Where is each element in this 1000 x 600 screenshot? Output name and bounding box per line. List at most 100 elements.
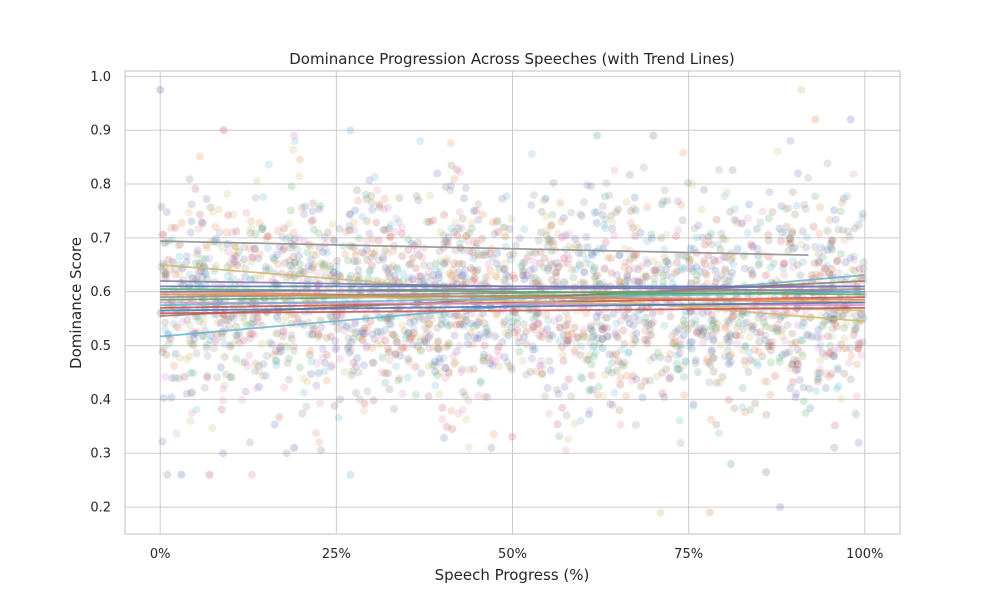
scatter-point — [666, 349, 675, 358]
scatter-point — [668, 279, 677, 288]
scatter-point — [195, 152, 204, 161]
scatter-point — [169, 319, 178, 328]
scatter-point — [248, 253, 257, 262]
scatter-point — [578, 374, 587, 383]
scatter-point — [217, 363, 225, 372]
scatter-point — [810, 259, 819, 268]
scatter-point — [247, 258, 256, 267]
scatter-point — [355, 234, 363, 243]
scatter-point — [484, 259, 493, 268]
scatter-point — [437, 319, 446, 328]
scatter-point — [392, 362, 401, 371]
scatter-point — [432, 259, 440, 268]
scatter-point — [420, 336, 429, 345]
scatter-point — [553, 420, 562, 429]
scatter-point — [592, 318, 601, 327]
scatter-point — [203, 340, 212, 349]
scatter-point — [560, 382, 569, 391]
scatter-point — [320, 233, 329, 242]
scatter-point — [635, 278, 644, 286]
scatter-point — [559, 254, 568, 263]
scatter-point — [240, 317, 249, 326]
scatter-point — [416, 137, 425, 145]
scatter-point — [629, 224, 637, 233]
scatter-point — [674, 226, 683, 234]
scatter-point — [315, 243, 324, 252]
scatter-point — [598, 334, 607, 343]
scatter-point — [607, 368, 616, 377]
scatter-point — [229, 274, 238, 283]
scatter-point — [469, 206, 478, 215]
scatter-point — [724, 346, 732, 355]
scatter-point — [725, 329, 734, 338]
scatter-point — [647, 230, 656, 239]
scatter-point — [536, 259, 544, 268]
scatter-point — [662, 257, 671, 266]
scatter-point — [531, 345, 540, 354]
scatter-point — [788, 188, 797, 197]
scatter-point — [743, 229, 752, 237]
scatter-point — [780, 259, 789, 268]
scatter-point — [849, 331, 858, 339]
scatter-point — [228, 228, 237, 237]
scatter-point — [250, 320, 259, 329]
scatter-point — [823, 226, 832, 235]
x-tick-label: 100% — [846, 547, 883, 562]
scatter-point — [474, 200, 483, 209]
scatter-point — [368, 235, 377, 244]
scatter-point — [428, 276, 437, 285]
scatter-point — [517, 262, 526, 271]
scatter-point — [491, 332, 500, 341]
scatter-point — [705, 508, 714, 517]
scatter-point — [279, 326, 288, 335]
scatter-point — [836, 207, 845, 216]
scatter-point — [350, 218, 358, 227]
scatter-point — [554, 262, 563, 271]
scatter-point — [328, 235, 337, 244]
scatter-point — [639, 163, 648, 172]
scatter-point — [728, 268, 737, 277]
scatter-point — [241, 272, 250, 281]
scatter-point — [711, 257, 720, 266]
scatter-point — [463, 340, 472, 349]
scatter-point — [430, 357, 439, 366]
scatter-point — [592, 219, 601, 227]
scatter-point — [607, 254, 616, 263]
scatter-point — [238, 395, 246, 404]
scatter-point — [633, 309, 642, 317]
scatter-point — [559, 356, 568, 365]
scatter-point — [370, 172, 379, 181]
scatter-point — [640, 335, 649, 344]
scatter-point — [439, 354, 448, 363]
scatter-point — [186, 417, 195, 426]
scatter-point — [612, 350, 621, 359]
scatter-point — [443, 239, 452, 248]
scatter-point — [158, 230, 167, 239]
scatter-point — [381, 336, 390, 345]
scatter-point — [389, 262, 398, 271]
scatter-point — [662, 230, 671, 239]
scatter-point — [383, 266, 392, 275]
scatter-point — [288, 264, 297, 273]
scatter-point — [367, 261, 376, 270]
scatter-point — [601, 371, 609, 380]
scatter-point — [727, 351, 736, 359]
scatter-point — [728, 253, 737, 262]
scatter-point — [756, 328, 765, 337]
scatter-point — [812, 270, 821, 279]
scatter-point — [179, 281, 187, 290]
scatter-point — [638, 393, 647, 402]
scatter-point — [587, 371, 596, 380]
scatter-point — [433, 169, 442, 178]
scatter-point — [467, 224, 476, 233]
scatter-point — [334, 270, 343, 279]
scatter-point — [563, 337, 572, 346]
scatter-point — [694, 221, 703, 230]
scatter-point — [739, 319, 748, 328]
scatter-point — [801, 409, 810, 418]
scatter-point — [462, 232, 471, 241]
scatter-point — [398, 276, 407, 285]
scatter-point — [384, 269, 393, 277]
scatter-point — [456, 320, 465, 329]
scatter-point — [245, 244, 254, 253]
